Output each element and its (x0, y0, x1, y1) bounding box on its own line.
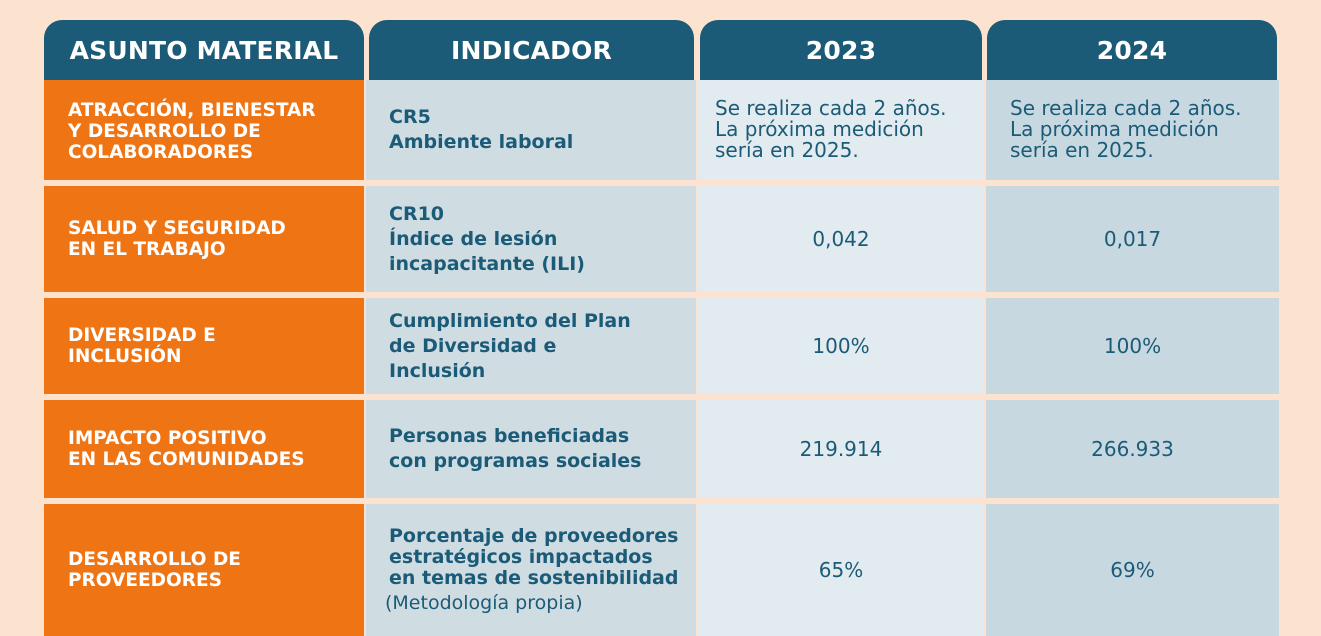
asunto-line: PROVEEDORES (68, 570, 222, 591)
indicador-line: Porcentaje de proveedores (389, 525, 679, 547)
table-row: ATRACCIÓN, BIENESTAR Y DESARROLLO DE COL… (44, 80, 1279, 180)
indicador-cell: CR10 Índice de lesión incapacitante (ILI… (366, 186, 696, 292)
indicador-line: Ambiente laboral (389, 131, 574, 153)
value-2024-cell: Se realiza cada 2 años. La próxima medic… (986, 80, 1279, 180)
asunto-line: IMPACTO POSITIVO (68, 428, 267, 449)
value-2024-cell: 69% (986, 504, 1279, 636)
value-2023-line: sería en 2025. (715, 138, 859, 162)
asunto-line: SALUD Y SEGURIDAD (68, 218, 286, 239)
indicador-line: en temas de sostenibilidad (389, 567, 679, 589)
indicador-cell: Porcentaje de proveedores estratégicos i… (366, 504, 696, 636)
value-2023: 100% (812, 334, 870, 358)
indicador-line: estratégicos impactados (389, 546, 653, 568)
indicador-line: con programas sociales (389, 450, 642, 472)
value-2024-cell: 100% (986, 298, 1279, 394)
materiality-table: ASUNTO MATERIAL INDICADOR 2023 2024 ATRA… (44, 20, 1279, 636)
indicador-line: Cumplimiento del Plan (389, 309, 631, 332)
indicador-cell: CR5 Ambiente laboral (366, 80, 696, 180)
table-row: IMPACTO POSITIVO EN LAS COMUNIDADES Pers… (44, 400, 1279, 498)
indicador-line: CR5 (389, 106, 431, 128)
asunto-line: EN LAS COMUNIDADES (68, 449, 305, 470)
header-2024: 2024 (987, 20, 1277, 80)
value-2024-line: sería en 2025. (1010, 138, 1154, 162)
value-2024-line: La próxima medición (1010, 117, 1219, 141)
indicador-note: (Metodología propia) (385, 592, 583, 614)
indicador-cell: Personas beneficiadas con programas soci… (366, 400, 696, 498)
value-2023-cell: 100% (698, 298, 984, 394)
value-2023-cell: Se realiza cada 2 años. La próxima medic… (698, 80, 984, 180)
value-2024: 69% (1110, 558, 1155, 582)
asunto-line: Y DESARROLLO DE (68, 121, 261, 142)
asunto-line: EN EL TRABAJO (68, 239, 226, 260)
value-2023: 219.914 (799, 437, 883, 461)
indicador-line: incapacitante (ILI) (389, 252, 585, 275)
indicador-line: CR10 (389, 202, 445, 225)
indicador-line: Personas beneficiadas (389, 425, 630, 447)
asunto-line: COLABORADORES (68, 142, 254, 163)
value-2023: 0,042 (812, 227, 870, 251)
header-asunto-material: ASUNTO MATERIAL (44, 20, 364, 80)
indicador-line: Inclusión (389, 359, 486, 382)
asunto-cell: IMPACTO POSITIVO EN LAS COMUNIDADES (44, 400, 364, 498)
asunto-line: DESARROLLO DE (68, 549, 241, 570)
indicador-line: de Diversidad e (389, 334, 557, 357)
value-2023-cell: 0,042 (698, 186, 984, 292)
indicador-cell: Cumplimiento del Plan de Diversidad e In… (366, 298, 696, 394)
asunto-cell: DIVERSIDAD E INCLUSIÓN (44, 298, 364, 394)
value-2024: 0,017 (1103, 227, 1162, 251)
table-row: DIVERSIDAD E INCLUSIÓN Cumplimiento del … (44, 298, 1279, 394)
value-2024-line: Se realiza cada 2 años. (1010, 96, 1242, 120)
value-2024: 266.933 (1091, 437, 1174, 461)
asunto-cell: DESARROLLO DE PROVEEDORES (44, 504, 364, 636)
value-2023-cell: 219.914 (698, 400, 984, 498)
asunto-cell: ATRACCIÓN, BIENESTAR Y DESARROLLO DE COL… (44, 80, 364, 180)
value-2024: 100% (1103, 334, 1162, 358)
value-2023-line: Se realiza cada 2 años. (715, 96, 947, 120)
asunto-cell: SALUD Y SEGURIDAD EN EL TRABAJO (44, 186, 364, 292)
asunto-line: DIVERSIDAD E (68, 325, 216, 346)
asunto-line: INCLUSIÓN (68, 346, 182, 367)
table-row: DESARROLLO DE PROVEEDORES Porcentaje de … (44, 504, 1279, 636)
asunto-line: ATRACCIÓN, BIENESTAR (68, 100, 316, 121)
value-2023-cell: 65% (698, 504, 984, 636)
header-2023: 2023 (700, 20, 982, 80)
indicador-line: Índice de lesión (389, 227, 558, 250)
value-2023-line: La próxima medición (715, 117, 924, 141)
header-indicador: INDICADOR (369, 20, 694, 80)
value-2024-cell: 0,017 (986, 186, 1279, 292)
value-2024-cell: 266.933 (986, 400, 1279, 498)
value-2023: 65% (818, 558, 864, 582)
table-row: SALUD Y SEGURIDAD EN EL TRABAJO CR10 Índ… (44, 186, 1279, 292)
